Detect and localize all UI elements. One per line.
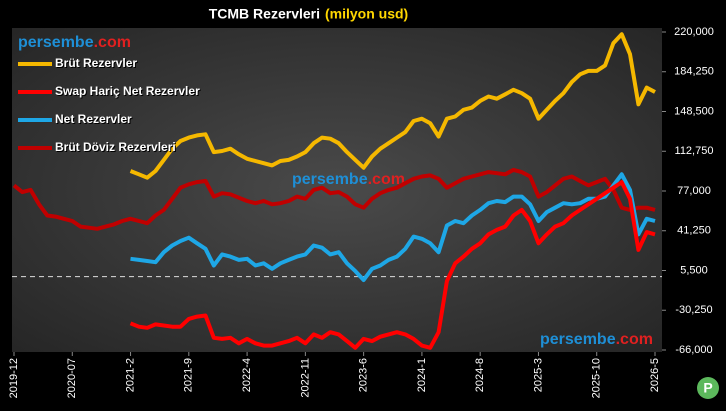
legend-label: Net Rezervler xyxy=(55,112,132,126)
x-tick-label: 2020-07 xyxy=(66,358,78,398)
watermark: persembe.com xyxy=(292,171,405,188)
watermark: persembe.com xyxy=(540,331,653,348)
x-tick-label: 2025-10 xyxy=(591,358,603,398)
legend-label-shadow: Swap Hariç Net Rezervler xyxy=(56,85,201,99)
series-line xyxy=(129,32,656,180)
x-tick-label: 2021-9 xyxy=(183,358,195,392)
x-tick-label: 2019-12 xyxy=(8,358,20,398)
plot-area xyxy=(12,28,662,352)
x-tick-label: 2024-1 xyxy=(416,358,428,392)
watermark-name: persembe xyxy=(18,34,94,51)
y-tick-label: 41,250 xyxy=(677,225,711,237)
y-tick-label: 184,250 xyxy=(674,66,714,78)
x-tick-label: 2026-5 xyxy=(649,358,661,392)
legend-label-shadow: Net Rezervler xyxy=(56,113,133,127)
x-tick-label: 2025-3 xyxy=(532,358,544,392)
watermark-name: persembe xyxy=(540,331,616,348)
series-line xyxy=(130,172,656,282)
x-tick-label: 2023-6 xyxy=(358,358,370,392)
y-tick-label: 77,000 xyxy=(677,185,711,197)
y-tick-label: 5,500 xyxy=(680,264,708,276)
watermark-name: persembe xyxy=(292,171,368,188)
legend-label: Swap Hariç Net Rezervler xyxy=(55,84,200,98)
legend-label: Brüt Döviz Rezervleri xyxy=(55,140,176,154)
watermark-domain: .com xyxy=(368,171,405,188)
watermark: persembe.com xyxy=(18,34,131,51)
x-tick-label: 2022-4 xyxy=(241,358,253,392)
legend-label-shadow: Brüt Döviz Rezervleri xyxy=(56,141,177,155)
x-tick-label: 2024-8 xyxy=(474,358,486,392)
x-tick-label: 2022-11 xyxy=(299,358,311,398)
y-tick-label: 148,500 xyxy=(674,105,714,117)
chart-subtitle: (milyon usd) xyxy=(325,6,408,22)
y-tick-label: 220,000 xyxy=(674,26,714,38)
y-tick-label: -66,000 xyxy=(675,344,712,356)
watermark-domain: .com xyxy=(94,34,131,51)
logo-icon xyxy=(697,377,719,399)
series-line xyxy=(129,180,656,350)
legend-label: Brüt Rezervler xyxy=(55,56,137,70)
y-tick-label: 112,750 xyxy=(675,145,714,157)
y-tick-label: -30,250 xyxy=(675,304,712,316)
x-tick-label: 2021-2 xyxy=(124,358,136,392)
chart-title: TCMB Rezervleri xyxy=(209,6,320,22)
series-line xyxy=(12,167,656,231)
logo-letter: P xyxy=(703,380,712,396)
watermark-domain: .com xyxy=(616,331,653,348)
legend-label-shadow: Brüt Rezervler xyxy=(56,57,138,71)
